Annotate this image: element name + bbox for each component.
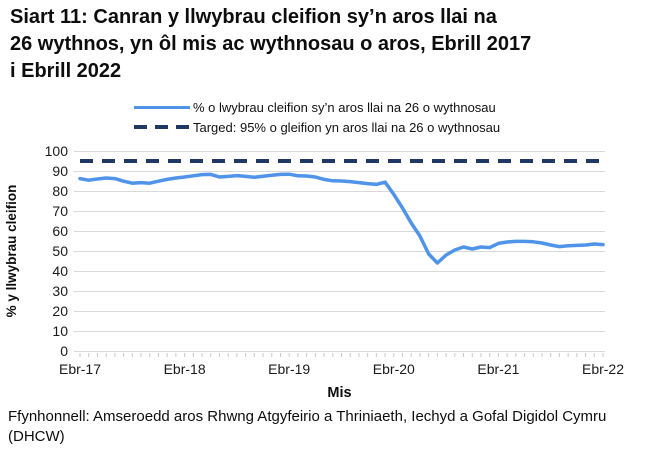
x-tick-label: Ebr-19 — [268, 361, 310, 377]
legend-item-series: % o lwybrau cleifion sy’n aros llai na 2… — [134, 97, 500, 117]
x-tick-label: Ebr-18 — [164, 361, 206, 377]
y-tick-label: 60 — [52, 223, 68, 239]
legend-label-series: % o lwybrau cleifion sy’n aros llai na 2… — [193, 99, 496, 115]
y-axis-title: % y llwybrau cleifion — [4, 185, 19, 318]
y-tick-label: 70 — [52, 203, 68, 219]
y-tick-label: 100 — [45, 143, 69, 159]
y-tick-label: 90 — [52, 163, 68, 179]
source-note-line: Ffynhonnell: Amseroedd aros Rhwng Atgyfe… — [8, 408, 607, 425]
y-tick-label: 50 — [52, 243, 68, 259]
source-note-line: (DHCW) — [8, 428, 65, 445]
y-tick-label: 10 — [52, 323, 68, 339]
chart-title-line: i Ebrill 2022 — [10, 60, 122, 82]
legend-solid-line-swatch — [134, 105, 190, 109]
chart-title-line: Siart 11: Canran y llwybrau cleifion sy’… — [10, 6, 497, 28]
chart-title: Siart 11: Canran y llwybrau cleifion sy’… — [10, 4, 646, 85]
legend-label-target: Targed: 95% o gleifion yn aros llai na 2… — [193, 119, 501, 135]
line-chart: 0 10 20 30 40 50 60 70 80 90 100 Ebr-17 Ebr-18 Ebr-19… — [4, 143, 624, 401]
legend: % o lwybrau cleifion sy’n aros llai na 2… — [134, 97, 500, 137]
source-note: Ffynhonnell: Amseroedd aros Rhwng Atgyfe… — [8, 407, 644, 447]
y-tick-label: 20 — [52, 303, 68, 319]
y-tick-label: 30 — [52, 283, 68, 299]
series-line — [78, 172, 605, 265]
y-tick-label: 40 — [52, 263, 68, 279]
chart-title-line: 26 wythnos, yn ôl mis ac wythnosau o aro… — [10, 33, 532, 55]
x-tick-label: Ebr-20 — [373, 361, 415, 377]
x-tick-label: Ebr-21 — [477, 361, 519, 377]
y-tick-label: 80 — [52, 183, 68, 199]
legend-dashed-line-swatch — [134, 125, 190, 129]
x-tick-label: Ebr-17 — [59, 361, 101, 377]
x-tick-label: Ebr-22 — [582, 361, 624, 377]
chart-area: 0 10 20 30 40 50 60 70 80 90 100 Ebr-17 Ebr-18 Ebr-19… — [0, 140, 651, 411]
x-axis-title: Mis — [327, 385, 351, 401]
legend-item-target: Targed: 95% o gleifion yn aros llai na 2… — [134, 117, 500, 137]
y-tick-label: 0 — [60, 343, 68, 359]
